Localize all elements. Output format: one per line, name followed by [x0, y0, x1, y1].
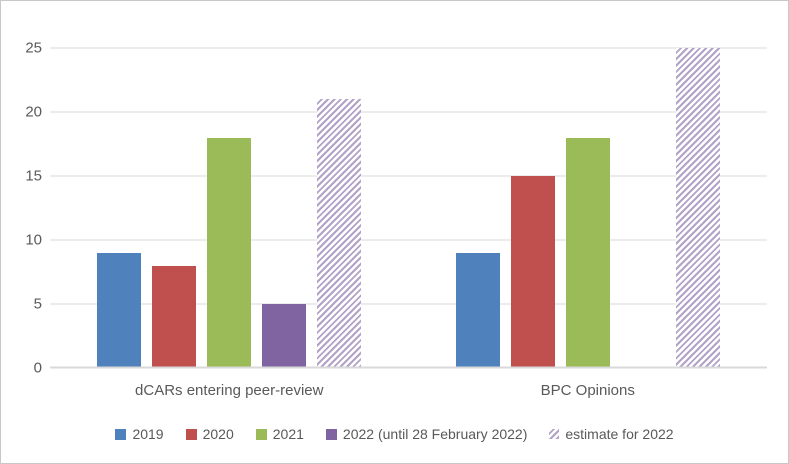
- legend-marker-icon: [185, 428, 197, 440]
- legend-marker-icon: [255, 428, 267, 440]
- gridline: [50, 239, 767, 241]
- bar-2021-dcars-entering-peer-review: [207, 137, 252, 368]
- legend-label: 2021: [272, 426, 304, 442]
- x-axis-category-labels: dCARs entering peer-review BPC Opinions: [50, 382, 767, 399]
- legend-label: estimate for 2022: [565, 426, 674, 442]
- bar-2022-until-28-february-2022-dcars-entering-peer-review: [262, 304, 307, 368]
- bar-estimate-for-2022-bpc-opinions: [675, 48, 720, 368]
- legend: 2019 2020 2021 2022 (until 28 February 2022…: [1, 426, 788, 442]
- x-axis-line: [50, 366, 767, 369]
- bar-groups: [50, 48, 767, 368]
- y-axis-tick-label: 15: [25, 167, 42, 185]
- legend-item-estimate-for-2022: estimate for 2022: [549, 426, 674, 442]
- bar-group-dcars-entering-peer-review: [50, 48, 409, 368]
- legend-item-2020: 2020: [185, 426, 234, 442]
- legend-label: 2022 (until 28 February 2022): [342, 426, 528, 442]
- legend-marker-icon: [549, 429, 560, 439]
- bar-2020-bpc-opinions: [510, 176, 555, 368]
- y-axis-tick-label: 0: [33, 359, 42, 377]
- y-axis-tick-label: 25: [25, 39, 42, 57]
- legend-item-2022-until-28-february-2022: 2022 (until 28 February 2022): [325, 426, 528, 442]
- legend-label: 2020: [202, 426, 234, 442]
- category-label-dcars-entering-peer-review: dCARs entering peer-review: [135, 382, 324, 399]
- y-axis-tick-label: 20: [25, 103, 42, 121]
- legend-item-2021: 2021: [255, 426, 304, 442]
- legend-marker-icon: [115, 428, 127, 440]
- y-axis-tick-label: 5: [33, 295, 42, 313]
- bar-estimate-for-2022-dcars-entering-peer-review: [317, 99, 362, 368]
- legend-marker-icon: [325, 428, 337, 440]
- legend-item-2019: 2019: [115, 426, 164, 442]
- category-label-bpc-opinions: BPC Opinions: [540, 382, 635, 399]
- bar-2021-bpc-opinions: [565, 137, 610, 368]
- gridline: [50, 47, 767, 49]
- gridline: [50, 175, 767, 177]
- bar-2019-dcars-entering-peer-review: [97, 252, 142, 368]
- gridline: [50, 303, 767, 305]
- plot-area: 0 5 10 15 20 25: [25, 41, 767, 376]
- y-axis-tick-label: 10: [25, 231, 42, 249]
- gridline: [50, 111, 767, 113]
- bar-2020-dcars-entering-peer-review: [152, 265, 197, 368]
- bar-group-bpc-opinions: [409, 48, 768, 368]
- legend-label: 2019: [132, 426, 164, 442]
- bar-2019-bpc-opinions: [455, 252, 500, 368]
